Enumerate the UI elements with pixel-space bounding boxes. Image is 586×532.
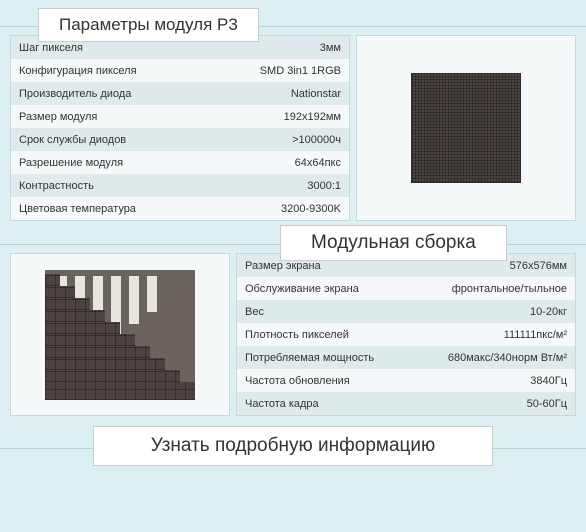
spec-key: Срок службы диодов <box>11 130 151 150</box>
table-row: Обслуживание экранафронтальное/тыльное <box>237 277 575 300</box>
spec-value: >100000ч <box>151 130 349 150</box>
spec-key: Контрастность <box>11 176 151 196</box>
spec-value: 64x64пкс <box>151 153 349 173</box>
table-row: Срок службы диодов>100000ч <box>11 128 349 151</box>
table-row: Потребляемая мощность680макс/340норм Вт/… <box>237 346 575 369</box>
params-section: Шаг пикселя3ммКонфигурация пикселяSMD 3i… <box>0 27 586 225</box>
spec-value: 680макс/340норм Вт/м² <box>387 348 575 368</box>
spec-value: 3000:1 <box>151 176 349 196</box>
spec-value: 3200-9300K <box>151 199 349 219</box>
spec-key: Размер модуля <box>11 107 151 127</box>
table-row: Размер модуля192x192мм <box>11 105 349 128</box>
spec-value: 192x192мм <box>151 107 349 127</box>
spec-key: Производитель диода <box>11 84 151 104</box>
section-header-params: Параметры модуля P3 <box>38 8 259 42</box>
params-table: Шаг пикселя3ммКонфигурация пикселяSMD 3i… <box>10 35 350 221</box>
table-row: Частота обновления3840Гц <box>237 369 575 392</box>
spec-key: Обслуживание экрана <box>237 279 387 299</box>
section-header-assembly: Модульная сборка <box>280 225 507 261</box>
spec-value: 111111пкс/м² <box>387 325 575 345</box>
table-row: Разрешение модуля64x64пкс <box>11 151 349 174</box>
spec-value: 50-60Гц <box>387 394 575 414</box>
table-row: Частота кадра50-60Гц <box>237 392 575 415</box>
spec-key: Цветовая температура <box>11 199 151 219</box>
spec-key: Потребляемая мощность <box>237 348 387 368</box>
spec-key: Частота кадра <box>237 394 387 414</box>
table-row: Вес10-20кг <box>237 300 575 323</box>
spec-key: Частота обновления <box>237 371 387 391</box>
spec-key: Вес <box>237 302 387 322</box>
module-image-box <box>356 35 576 221</box>
assembly-section: Размер экрана576x576ммОбслуживание экран… <box>0 245 586 420</box>
spec-value: фронтальное/тыльное <box>387 279 575 299</box>
table-row: Конфигурация пикселяSMD 3in1 1RGB <box>11 59 349 82</box>
table-row: Плотность пикселей111111пкс/м² <box>237 323 575 346</box>
module-image <box>411 73 521 183</box>
cta-button[interactable]: Узнать подробную информацию <box>93 426 493 466</box>
spec-value: SMD 3in1 1RGB <box>151 61 349 81</box>
assembly-table: Размер экрана576x576ммОбслуживание экран… <box>236 253 576 416</box>
assembly-image <box>45 270 195 400</box>
spec-value: 3840Гц <box>387 371 575 391</box>
spec-key: Плотность пикселей <box>237 325 387 345</box>
spec-key: Конфигурация пикселя <box>11 61 151 81</box>
spec-value: 10-20кг <box>387 302 575 322</box>
table-row: Контрастность3000:1 <box>11 174 349 197</box>
assembly-image-box <box>10 253 230 416</box>
table-row: Производитель диодаNationstar <box>11 82 349 105</box>
spec-key: Разрешение модуля <box>11 153 151 173</box>
spec-value: Nationstar <box>151 84 349 104</box>
table-row: Цветовая температура3200-9300K <box>11 197 349 220</box>
